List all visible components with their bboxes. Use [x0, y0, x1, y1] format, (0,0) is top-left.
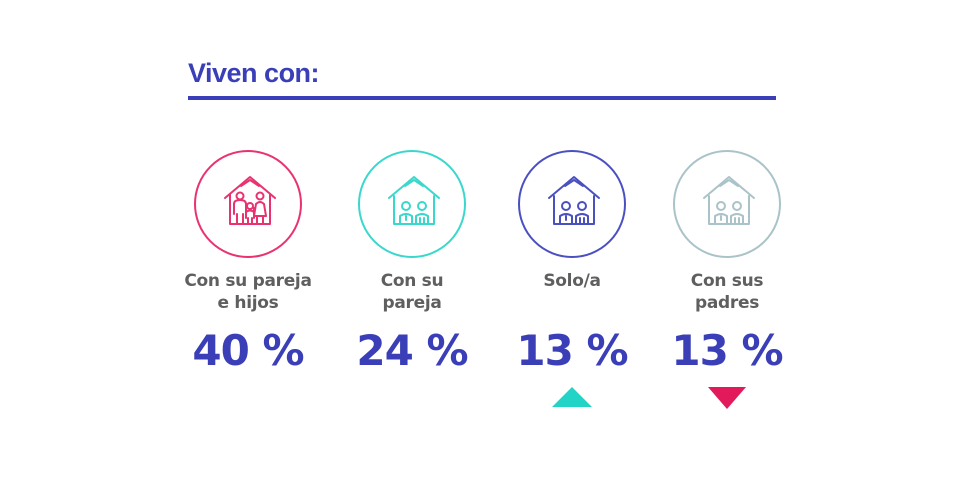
house-couple-icon	[388, 176, 440, 225]
stat-label: Solo/a	[492, 270, 652, 318]
label-line-2: padres	[694, 293, 760, 313]
stat-label: Con su pareja e hijos	[168, 270, 328, 318]
icon-circle	[194, 150, 302, 258]
label-line-1: Solo/a	[543, 271, 601, 291]
label-line-1: Con sus	[690, 271, 764, 291]
stat-value: 13 %	[516, 326, 628, 375]
stat-label: Con su pareja	[332, 270, 492, 318]
stat-card-padres: Con sus padres 13 %	[647, 150, 807, 409]
icon-circle	[518, 150, 626, 258]
stat-card-pareja: Con su pareja 24 %	[332, 150, 492, 375]
house-couple-icon	[548, 176, 600, 225]
label-line-1: Con su	[380, 271, 444, 291]
section-title: Viven con:	[188, 58, 320, 88]
icon-circle	[358, 150, 466, 258]
trend-up-icon	[552, 387, 592, 407]
stat-value: 24 %	[356, 326, 468, 375]
label-line-2: e hijos	[217, 293, 279, 313]
stat-label: Con sus padres	[647, 270, 807, 318]
label-line-1: Con su pareja	[184, 271, 312, 291]
title-underline	[188, 96, 776, 100]
stat-value: 13 %	[671, 326, 783, 375]
house-couple-icon	[703, 176, 755, 225]
icon-circle	[673, 150, 781, 258]
stat-card-pareja-hijos: Con su pareja e hijos 40 %	[168, 150, 328, 375]
trend-down-icon	[708, 387, 746, 409]
stat-value: 40 %	[192, 326, 304, 375]
house-family-icon	[224, 176, 276, 225]
label-line-2: pareja	[382, 293, 442, 313]
stat-card-solo: Solo/a 13 %	[492, 150, 652, 407]
